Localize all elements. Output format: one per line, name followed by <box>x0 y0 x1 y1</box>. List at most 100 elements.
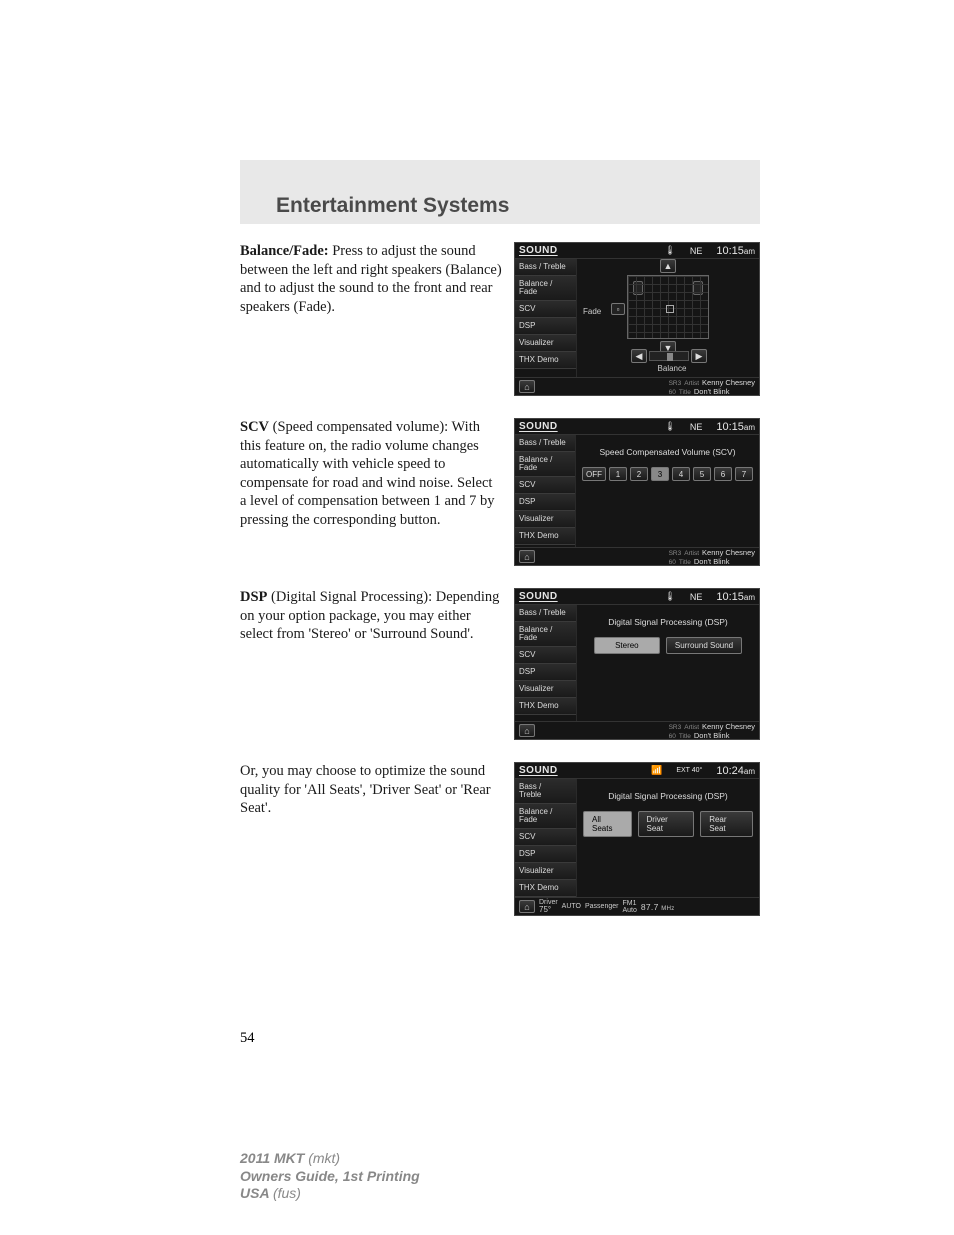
scv-button-5[interactable]: 5 <box>693 467 711 481</box>
dsp-button-rear-seat[interactable]: Rear Seat <box>700 811 753 837</box>
dsp-button-driver-seat[interactable]: Driver Seat <box>638 811 695 837</box>
foot-auto-label: AUTO <box>562 903 581 910</box>
balance-fade-bold: Balance/Fade: <box>240 243 329 259</box>
scv-button-3[interactable]: 3 <box>651 467 669 481</box>
sidebar-item-bass-treble[interactable]: Bass / Treble <box>515 259 576 276</box>
dsp-panel-title: Digital Signal Processing (DSP) <box>583 617 753 627</box>
scv-button-7[interactable]: 7 <box>735 467 753 481</box>
balance-left-button[interactable]: ◀ <box>631 349 647 363</box>
scv-button-6[interactable]: 6 <box>714 467 732 481</box>
screen-sidebar: Bass / Treble Balance / Fade SCV DSP Vis… <box>515 435 576 547</box>
foot-driver-temp: 75° <box>539 906 558 914</box>
sidebar-item-thx-demo[interactable]: THX Demo <box>515 880 576 897</box>
dsp-bold: DSP <box>240 589 267 605</box>
clock-time: 10:15 <box>716 591 744 603</box>
sidebar-item-balance-fade[interactable]: Balance /Fade <box>515 804 576 829</box>
foot-artist-value: Kenny Chesney <box>702 548 755 557</box>
sidebar-item-bass-treble[interactable]: Bass / Treble <box>515 605 576 622</box>
home-button[interactable]: ⌂ <box>519 380 535 393</box>
scv-panel-title: Speed Compensated Volume (SCV) <box>582 447 753 457</box>
imprint-region: USA <box>240 1185 273 1201</box>
foot-title-value: Don't Blink <box>694 387 730 396</box>
section-dsp-seats: Or, you may choose to optimize the sound… <box>240 762 760 916</box>
sidebar-item-thx-demo[interactable]: THX Demo <box>515 698 576 715</box>
foot-title-label: Title <box>679 389 691 396</box>
section-header-band: Entertainment Systems <box>240 160 760 224</box>
clock-ampm: am <box>744 593 755 602</box>
sidebar-item-balance-fade[interactable]: Balance / Fade <box>515 276 576 301</box>
home-button[interactable]: ⌂ <box>519 900 535 913</box>
sidebar-item-scv[interactable]: SCV <box>515 829 576 846</box>
sidebar-item-bass-treble[interactable]: Bass / Treble <box>515 435 575 452</box>
scv-button-2[interactable]: 2 <box>630 467 648 481</box>
dsp-text: DSP (Digital Signal Processing): Dependi… <box>240 588 502 740</box>
dsp-button-stereo[interactable]: Stereo <box>594 637 660 654</box>
sidebar-item-thx-demo[interactable]: THX Demo <box>515 352 576 369</box>
sidebar-item-bass-treble[interactable]: Bass /Treble <box>515 779 576 804</box>
foot-fm-sub: Auto <box>622 907 636 914</box>
screenshot-scv: SOUND 🌡 NE 10:15am Bass / Treble Balance… <box>514 418 760 566</box>
scv-button-off[interactable]: OFF <box>582 467 606 481</box>
home-button[interactable]: ⌂ <box>519 550 535 563</box>
dsp-button-all-seats[interactable]: All Seats <box>583 811 632 837</box>
sidebar-item-visualizer[interactable]: Visualizer <box>515 863 576 880</box>
sidebar-item-visualizer[interactable]: Visualizer <box>515 681 576 698</box>
scv-bold: SCV <box>240 419 269 435</box>
foot-artist-label: Artist <box>684 380 699 387</box>
dsp-button-row: Stereo Surround Sound <box>583 637 753 654</box>
screen-title: SOUND <box>519 591 558 602</box>
dsp-button-surround[interactable]: Surround Sound <box>666 637 742 654</box>
balance-right-button[interactable]: ▶ <box>691 349 707 363</box>
balance-fade-text: Balance/Fade: Press to adjust the sound … <box>240 242 502 396</box>
sidebar-item-dsp[interactable]: DSP <box>515 494 575 511</box>
foot-title-label: Title <box>679 559 691 566</box>
clock-ampm: am <box>744 247 755 256</box>
temp-icon: 🌡 <box>664 421 675 432</box>
fade-label: Fade <box>583 307 601 316</box>
sidebar-item-visualizer[interactable]: Visualizer <box>515 511 575 528</box>
foot-frequency-unit: MHz <box>661 906 674 912</box>
foot-sr: SR3 <box>669 380 682 387</box>
fade-up-button[interactable]: ▲ <box>660 259 676 273</box>
screenshot-balance-fade: SOUND 🌡 NE 10:15am Bass / Treble Balance… <box>514 242 760 396</box>
clock-ampm: am <box>744 767 755 776</box>
foot-artist-label: Artist <box>684 724 699 731</box>
screen-sidebar: Bass /Treble Balance /Fade SCV DSP Visua… <box>515 779 577 897</box>
section-scv: SCV (Speed compensated volume): With thi… <box>240 418 760 566</box>
foot-artist-label: Artist <box>684 550 699 557</box>
sidebar-item-dsp[interactable]: DSP <box>515 846 576 863</box>
foot-title-label: Title <box>679 733 691 740</box>
scv-button-4[interactable]: 4 <box>672 467 690 481</box>
section-dsp: DSP (Digital Signal Processing): Dependi… <box>240 588 760 740</box>
compass-label: NE <box>690 592 703 602</box>
balance-fade-grid[interactable] <box>627 275 709 339</box>
foot-title-value: Don't Blink <box>694 557 730 566</box>
balance-fade-control: Fade ▲ ▫ ▼ ◀ ▶ Balance <box>583 263 753 371</box>
clock-time: 10:15 <box>716 421 744 433</box>
sidebar-item-scv[interactable]: SCV <box>515 477 575 494</box>
compass-label: NE <box>690 246 703 256</box>
sidebar-item-scv[interactable]: SCV <box>515 647 576 664</box>
sidebar-item-thx-demo[interactable]: THX Demo <box>515 528 575 545</box>
sidebar-item-scv[interactable]: SCV <box>515 301 576 318</box>
sidebar-item-visualizer[interactable]: Visualizer <box>515 335 576 352</box>
home-button[interactable]: ⌂ <box>519 724 535 737</box>
foot-artist-value: Kenny Chesney <box>702 378 755 387</box>
foot-passenger-label: Passenger <box>585 903 618 910</box>
dsp-seat-button-row: All Seats Driver Seat Rear Seat <box>583 811 753 837</box>
sidebar-item-balance-fade[interactable]: Balance / Fade <box>515 452 575 477</box>
dsp-seats-body: Or, you may choose to optimize the sound… <box>240 763 491 816</box>
sidebar-item-balance-fade[interactable]: Balance / Fade <box>515 622 576 647</box>
dsp-body: (Digital Signal Processing): Depending o… <box>240 589 499 642</box>
dsp-seats-text: Or, you may choose to optimize the sound… <box>240 762 502 916</box>
screen-sidebar: Bass / Treble Balance / Fade SCV DSP Vis… <box>515 605 577 721</box>
sidebar-item-dsp[interactable]: DSP <box>515 318 576 335</box>
scv-button-1[interactable]: 1 <box>609 467 627 481</box>
imprint-model-code: (mkt) <box>308 1150 340 1166</box>
foot-ch: 60 <box>669 389 676 396</box>
scv-button-row: OFF 1 2 3 4 5 6 7 <box>582 467 753 481</box>
foot-title-value: Don't Blink <box>694 731 730 740</box>
foot-ch: 60 <box>669 559 676 566</box>
screen-sidebar: Bass / Treble Balance / Fade SCV DSP Vis… <box>515 259 577 377</box>
sidebar-item-dsp[interactable]: DSP <box>515 664 576 681</box>
